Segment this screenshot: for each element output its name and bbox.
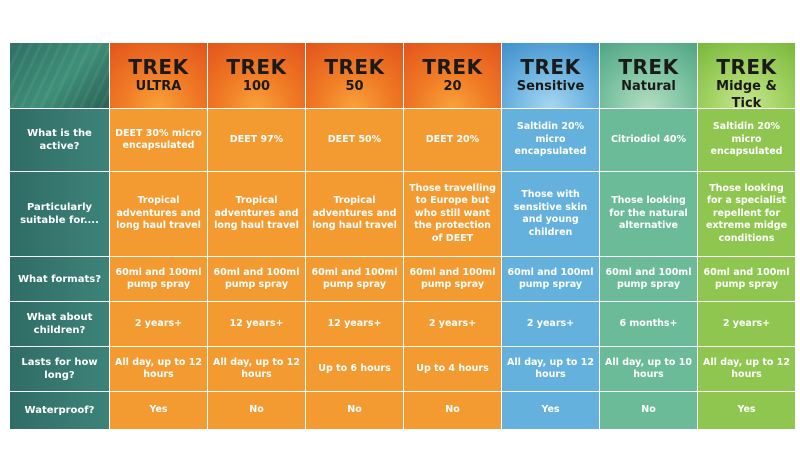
table-cell: DEET 30% micro encapsulated	[110, 109, 207, 171]
table-cell: 60ml and 100ml pump spray	[110, 257, 207, 301]
table-cell: 2 years+	[110, 302, 207, 346]
brand-label: TREK	[324, 55, 385, 79]
row-label-suitable-for: Particularly suitable for....	[10, 172, 109, 256]
table-cell: Yes	[502, 392, 599, 429]
table-cell: 60ml and 100ml pump spray	[306, 257, 403, 301]
table-cell: Tropical adventures and long haul travel	[110, 172, 207, 256]
brand-label: TREK	[422, 55, 483, 79]
table-cell: Up to 4 hours	[404, 347, 501, 391]
header-trek-sensitive: TREK Sensitive	[502, 43, 599, 108]
header-trek-natural: TREK Natural	[600, 43, 697, 108]
header-trek-ultra: TREK ULTRA	[110, 43, 207, 108]
variant-label: 100	[242, 79, 271, 94]
table-cell: Saltidin 20% micro encapsulated	[698, 109, 795, 171]
table-cell: All day, up to 12 hours	[208, 347, 305, 391]
table-cell: 60ml and 100ml pump spray	[404, 257, 501, 301]
comparison-table: TREK ULTRA TREK 100 TREK 50 TREK 20 TREK…	[10, 43, 795, 429]
table-cell: Citriodiol 40%	[600, 109, 697, 171]
variant-label: Midge & Tick	[716, 79, 777, 108]
variant-label: Sensitive	[516, 79, 585, 94]
table-cell: No	[404, 392, 501, 429]
table-cell: DEET 20%	[404, 109, 501, 171]
brand-label: TREK	[226, 55, 287, 79]
table-cell: Those with sensitive skin and young chil…	[502, 172, 599, 256]
table-cell: All day, up to 12 hours	[502, 347, 599, 391]
table-cell: 2 years+	[502, 302, 599, 346]
header-trek-20: TREK 20	[404, 43, 501, 108]
variant-label: ULTRA	[135, 79, 182, 94]
variant-label: 50	[345, 79, 364, 94]
header-trek-50: TREK 50	[306, 43, 403, 108]
table-cell: 60ml and 100ml pump spray	[698, 257, 795, 301]
table-corner-image	[10, 43, 109, 108]
table-cell: No	[306, 392, 403, 429]
table-cell: All day, up to 10 hours	[600, 347, 697, 391]
table-cell: Tropical adventures and long haul travel	[306, 172, 403, 256]
header-trek-midge-tick: TREK Midge & Tick	[698, 43, 795, 108]
table-cell: 12 years+	[208, 302, 305, 346]
table-cell: 60ml and 100ml pump spray	[502, 257, 599, 301]
table-cell: Those looking for a specialist repellent…	[698, 172, 795, 256]
row-label-duration: Lasts for how long?	[10, 347, 109, 391]
table-cell: No	[600, 392, 697, 429]
brand-label: TREK	[128, 55, 189, 79]
table-cell: 2 years+	[698, 302, 795, 346]
variant-label: 20	[443, 79, 462, 94]
table-cell: All day, up to 12 hours	[698, 347, 795, 391]
table-cell: 6 months+	[600, 302, 697, 346]
table-cell: Tropical adventures and long haul travel	[208, 172, 305, 256]
table-cell: 2 years+	[404, 302, 501, 346]
variant-label: Natural	[621, 79, 676, 94]
brand-label: TREK	[716, 55, 777, 79]
table-cell: 60ml and 100ml pump spray	[600, 257, 697, 301]
table-cell: DEET 97%	[208, 109, 305, 171]
table-cell: Yes	[110, 392, 207, 429]
table-cell: 12 years+	[306, 302, 403, 346]
row-label-formats: What formats?	[10, 257, 109, 301]
table-cell: All day, up to 12 hours	[110, 347, 207, 391]
table-cell: 60ml and 100ml pump spray	[208, 257, 305, 301]
header-trek-100: TREK 100	[208, 43, 305, 108]
table-cell: Up to 6 hours	[306, 347, 403, 391]
brand-label: TREK	[618, 55, 679, 79]
table-cell: Saltidin 20% micro encapsulated	[502, 109, 599, 171]
table-cell: Those looking for the natural alternativ…	[600, 172, 697, 256]
table-cell: DEET 50%	[306, 109, 403, 171]
row-label-waterproof: Waterproof?	[10, 392, 109, 429]
brand-label: TREK	[520, 55, 581, 79]
row-label-children: What about children?	[10, 302, 109, 346]
row-label-active: What is the active?	[10, 109, 109, 171]
table-cell: No	[208, 392, 305, 429]
table-cell: Yes	[698, 392, 795, 429]
table-cell: Those travelling to Europe but who still…	[404, 172, 501, 256]
